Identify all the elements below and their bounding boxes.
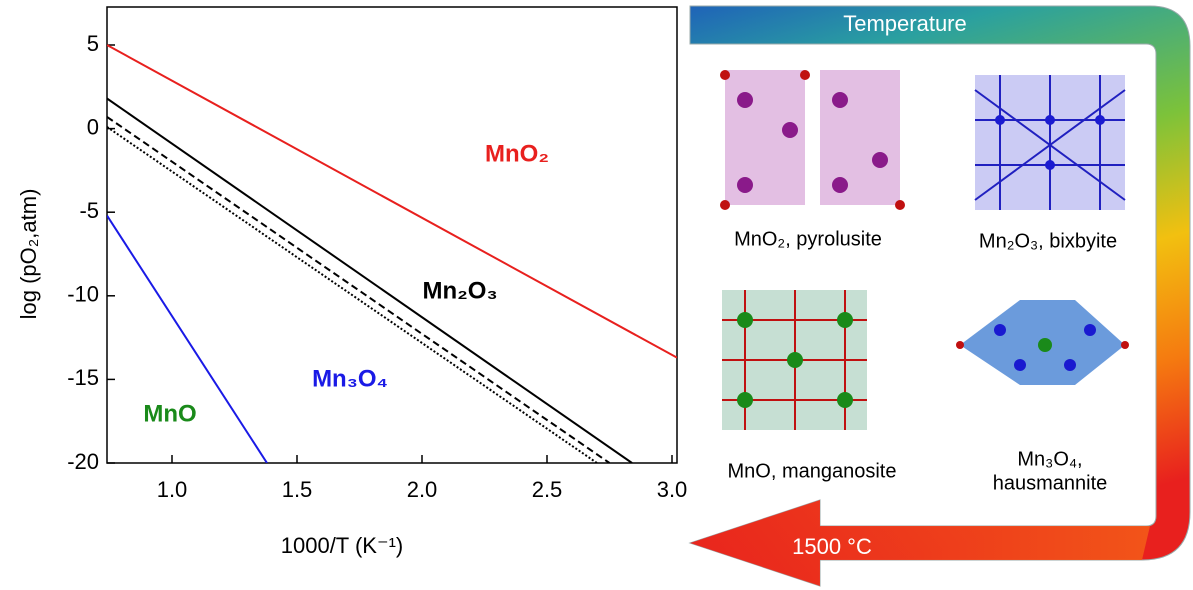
y-tick-label: 5	[87, 31, 99, 56]
crystal-hausmannite	[956, 300, 1129, 385]
plot-frame	[107, 7, 677, 463]
crystal-pyrolusite	[720, 70, 905, 210]
series-line	[107, 45, 677, 358]
structure-caption: Mn₃O₄,	[1017, 448, 1082, 470]
arrow-label: Temperature	[843, 11, 967, 36]
x-axis-label: 1000/T (K⁻¹)	[281, 533, 403, 558]
x-tick-label: 2.5	[532, 477, 563, 502]
y-tick-label: -10	[67, 282, 99, 307]
x-tick-label: 1.5	[282, 477, 313, 502]
structure-caption: MnO₂, pyrolusite	[734, 228, 882, 250]
y-tick-label: -15	[67, 365, 99, 390]
x-tick-label: 1.0	[157, 477, 188, 502]
y-tick-label: 0	[87, 114, 99, 139]
crystal-bixbyite	[975, 75, 1125, 210]
crystal-manganosite	[722, 290, 867, 430]
x-tick-label: 3.0	[657, 477, 688, 502]
structure-caption: Mn₂O₃, bixbyite	[979, 230, 1117, 252]
phase-label: Mn₂O₃	[422, 277, 497, 304]
y-tick-label: -20	[67, 449, 99, 474]
structure-caption: hausmannite	[993, 472, 1108, 494]
phase-label: Mn₃O₄	[312, 365, 388, 392]
y-tick-label: -5	[79, 198, 99, 223]
phase-label: MnO	[143, 400, 196, 427]
arrow-label: 1500 °C	[792, 534, 872, 559]
phase-label: MnO₂	[485, 140, 549, 167]
structure-caption: MnO, manganosite	[728, 460, 897, 482]
y-axis-label: log (pO₂,atm)	[16, 189, 41, 320]
figure: Temperature 1500 °C MnO₂, pyrolusite Mn₂O…	[0, 0, 1193, 590]
page: Temperature 1500 °C MnO₂, pyrolusite Mn₂O…	[0, 0, 1193, 590]
x-tick-label: 2.0	[407, 477, 438, 502]
